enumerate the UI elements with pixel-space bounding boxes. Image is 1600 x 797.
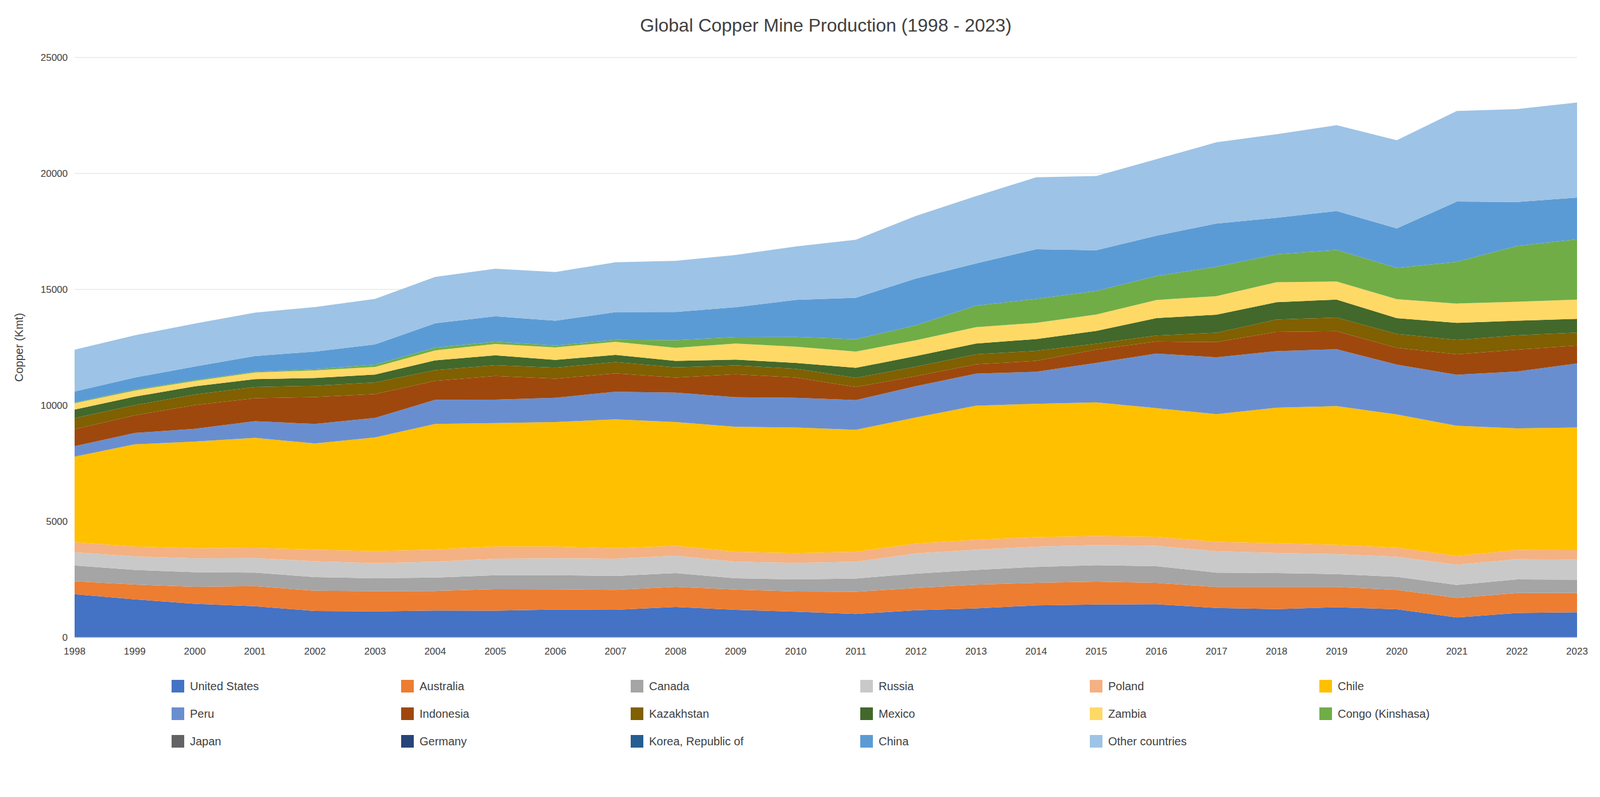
- legend-label: Russia: [878, 679, 915, 693]
- legend-label: Poland: [1108, 679, 1144, 693]
- area: [74, 102, 1578, 391]
- y-tick-label: 25000: [40, 52, 68, 64]
- legend-swatch: [1089, 679, 1103, 693]
- grid-line: [74, 57, 1578, 58]
- y-tick-label: 20000: [40, 168, 68, 180]
- legend-swatch: [171, 679, 185, 693]
- legend-swatch: [860, 734, 873, 748]
- y-tick-label: 0: [62, 631, 68, 643]
- x-tick-label: 2015: [1085, 645, 1108, 657]
- x-tick-label: 2003: [364, 645, 387, 657]
- legend-swatch: [1319, 707, 1332, 720]
- x-tick-label: 2004: [424, 645, 446, 657]
- x-tick-label: 2007: [604, 645, 627, 657]
- x-tick-label: 2010: [785, 645, 807, 657]
- legend-label: Canada: [649, 679, 690, 693]
- legend-label: Peru: [189, 707, 215, 720]
- x-tick-label: 2000: [184, 645, 207, 657]
- x-tick-label: 2006: [544, 645, 567, 657]
- legend-swatch: [171, 707, 185, 720]
- legend-label: Germany: [419, 734, 467, 748]
- x-tick-label: 2022: [1505, 645, 1528, 657]
- x-tick-label: 2020: [1385, 645, 1408, 657]
- x-tick-label: 2002: [304, 645, 326, 657]
- grid: [74, 57, 1578, 638]
- legend-label: Indonesia: [419, 707, 471, 720]
- grid-line: [74, 637, 1578, 638]
- legend-label: China: [878, 734, 910, 748]
- legend-swatch: [171, 734, 185, 748]
- legend-label: Chile: [1337, 679, 1365, 693]
- legend-swatch: [401, 734, 414, 748]
- legend-swatch: [1089, 707, 1103, 720]
- x-tick-label: 2012: [905, 645, 927, 657]
- x-tick-label: 1999: [123, 645, 146, 657]
- legend-label: Other countries: [1108, 734, 1187, 748]
- x-tick-label: 2017: [1205, 645, 1228, 657]
- legend-swatch: [1089, 734, 1103, 748]
- x-tick-label: 2001: [243, 645, 266, 657]
- x-tick-label: 2005: [484, 645, 507, 657]
- x-tick-label: 2008: [664, 645, 687, 657]
- legend-label: United States: [189, 679, 259, 693]
- legend-swatch: [860, 707, 873, 720]
- legend-label: Australia: [419, 679, 465, 693]
- area: [74, 197, 1578, 403]
- x-tick-label: 1998: [63, 645, 86, 657]
- legend-swatch: [401, 707, 414, 720]
- legend-swatch: [1319, 679, 1332, 693]
- x-tick-label: 2019: [1325, 645, 1348, 657]
- x-tick-label: 2021: [1446, 645, 1469, 657]
- chart: Global Copper Mine Production (1998 - 20…: [0, 0, 1600, 797]
- legend-label: Zambia: [1108, 707, 1148, 720]
- y-tick-label: 5000: [45, 515, 68, 527]
- y-axis-label: Copper (Kmt): [12, 312, 26, 382]
- title: Global Copper Mine Production (1998 - 20…: [639, 14, 1012, 36]
- x-tick-label: 2016: [1145, 645, 1168, 657]
- x-tick-label: 2013: [965, 645, 988, 657]
- legend-swatch: [630, 734, 644, 748]
- x-tick-label: 2014: [1025, 645, 1048, 657]
- legend-swatch: [401, 679, 414, 693]
- legend-label: Kazakhstan: [649, 707, 710, 720]
- areas: [74, 102, 1578, 638]
- x-tick-label: 2018: [1265, 645, 1288, 657]
- legend-label: Congo (Kinshasa): [1337, 707, 1430, 720]
- y-tick-label: 15000: [40, 284, 68, 295]
- x-tick-label: 2023: [1566, 645, 1588, 657]
- legend: United States Australia Canada Russia Poland…: [171, 679, 1430, 748]
- x-axis-line: [74, 637, 1578, 638]
- legend-swatch: [630, 707, 644, 720]
- x-tick-label: 2011: [845, 645, 867, 657]
- legend-swatch: [860, 679, 873, 693]
- legend-swatch: [630, 679, 644, 693]
- legend-label: Korea, Republic of: [649, 734, 744, 748]
- x-tick-label: 2009: [724, 645, 747, 657]
- legend-label: Mexico: [878, 707, 915, 720]
- legend-label: Japan: [189, 734, 222, 748]
- y-tick-label: 10000: [40, 400, 68, 411]
